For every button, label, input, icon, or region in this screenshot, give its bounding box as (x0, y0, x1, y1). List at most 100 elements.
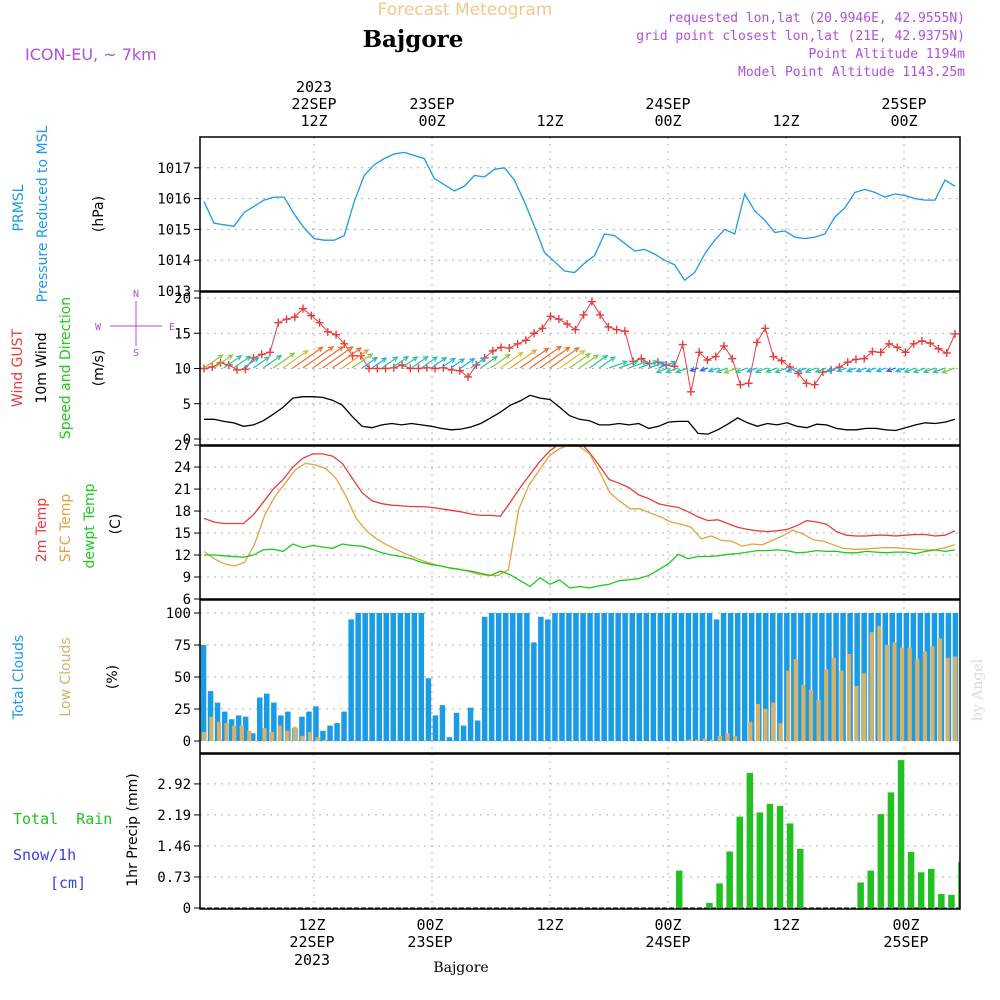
wind-arrow-icon (922, 367, 936, 374)
top-hour-label: 12Z (300, 112, 327, 130)
pressure-y-ticks: 1013 1014 1015 1016 1017 (157, 161, 200, 300)
panel-frames (199, 136, 961, 910)
gust-marker (323, 327, 332, 336)
y-tick-label: 25 (174, 702, 191, 718)
low-clouds-bar (953, 656, 958, 741)
rain-bar (786, 823, 794, 908)
top-hour-label: 12Z (536, 112, 563, 130)
total-clouds-bar (411, 613, 418, 741)
low-clouds-bar (292, 726, 297, 741)
low-clouds-bar (877, 625, 882, 741)
total-clouds-bar (474, 720, 481, 741)
y-tick-label: 15 (174, 326, 191, 342)
wind-arrow-icon (774, 367, 788, 374)
gust-marker (579, 310, 588, 319)
gust-marker (389, 363, 398, 372)
gust-marker (596, 310, 605, 319)
location-title: Bajgore (363, 26, 464, 53)
low-clouds-bar (209, 716, 214, 741)
total-clouds-bar (517, 613, 523, 741)
low-clouds-bar (816, 700, 821, 741)
low-clouds-bar (285, 730, 290, 741)
gust-marker (744, 379, 753, 388)
wind-arrow-icon (322, 346, 354, 369)
total-clouds-bar (594, 613, 600, 741)
total-clouds-bar (348, 619, 354, 741)
rain-bar (897, 760, 905, 908)
wind-arrow-icon (213, 354, 234, 369)
y-tick-label: 1.46 (157, 839, 191, 855)
wind-arrow-icon (875, 367, 887, 373)
total-clouds-bar (467, 707, 474, 741)
rain-bar (676, 870, 683, 908)
rain-bar (968, 896, 975, 908)
gust-marker (620, 327, 629, 336)
total-clouds-bar (369, 613, 375, 741)
total-clouds-bar (833, 613, 839, 741)
total-clouds-bar (770, 613, 776, 741)
rain-bar (756, 812, 764, 908)
total-clouds-bar (425, 678, 432, 741)
pressure-panel: PRMSL Pressure Reduced to MSL (hPa) 1013… (11, 125, 960, 302)
pressure-line (203, 151, 956, 282)
low-clouds-bar (884, 645, 889, 741)
total-clouds-bar (552, 613, 558, 741)
wind-arrow-icon (539, 346, 571, 369)
gust-marker (884, 339, 893, 348)
temp-sfc-line (203, 446, 956, 577)
wind-arrow-icon (341, 349, 370, 369)
low-clouds-bar (270, 732, 275, 741)
gust-marker (315, 318, 324, 327)
total-clouds-bar (587, 613, 593, 741)
bottom-hour-label: 00Z (416, 916, 443, 934)
total-clouds-bar (608, 613, 614, 741)
total-rain-label: Total Rain (13, 810, 112, 828)
wind-arrow-icon (628, 360, 649, 369)
y-tick-label: 2.19 (157, 808, 191, 824)
rain-bar (736, 816, 743, 908)
low-clouds-bar (755, 703, 760, 741)
wind-arrow-icon (795, 367, 807, 373)
wind-arrow-icon (253, 356, 271, 369)
wind-arrow-icon (500, 351, 524, 369)
total-clouds-bar (643, 613, 649, 741)
compass-s-label: S (133, 348, 139, 359)
precip-plot-area (200, 760, 975, 909)
total-clouds-bar (250, 733, 256, 741)
bottom-day-label: 24SEP (645, 933, 690, 951)
wind-arrow-icon (371, 357, 388, 369)
gust-marker (951, 329, 959, 338)
gust-marker (554, 315, 563, 324)
total-clouds-bar (763, 613, 769, 741)
total-clouds-bar (629, 613, 635, 741)
gust-marker (917, 337, 926, 346)
wind-arrow-icon (865, 367, 877, 373)
low-clouds-bar (315, 737, 320, 741)
gust-marker (703, 356, 712, 365)
low-clouds-bar (201, 732, 206, 741)
compass-e-label: E (169, 322, 175, 333)
temp-dewpt-label: dewpt Temp (82, 483, 98, 568)
bottom-hour-label: 12Z (772, 916, 799, 934)
wind-arrow-icon (765, 367, 778, 373)
total-clouds-bar (299, 716, 305, 741)
wind-arrow-icon (665, 367, 679, 374)
low-clouds-bar (308, 732, 313, 741)
total-clouds-bar (362, 613, 368, 741)
rain-bar (706, 902, 713, 908)
snow-label: Snow/1h (13, 846, 76, 864)
total-clouds-bar (320, 730, 326, 741)
low-clouds-bar (277, 725, 282, 741)
wind-arrow-icon (894, 367, 906, 373)
low-clouds-bar (907, 647, 912, 741)
wind-arrow-icon (292, 346, 324, 369)
clouds-plot-area (200, 613, 959, 741)
wind-arrow-icon (658, 360, 677, 369)
low-clouds-label: Low Clouds (58, 637, 74, 716)
y-tick-label: 15 (174, 526, 191, 542)
gust-marker (587, 297, 596, 306)
top-hour-label: 00Z (418, 112, 445, 130)
pressure-plot-area (203, 151, 956, 282)
gust-marker (488, 346, 497, 355)
gust-marker (406, 364, 415, 373)
